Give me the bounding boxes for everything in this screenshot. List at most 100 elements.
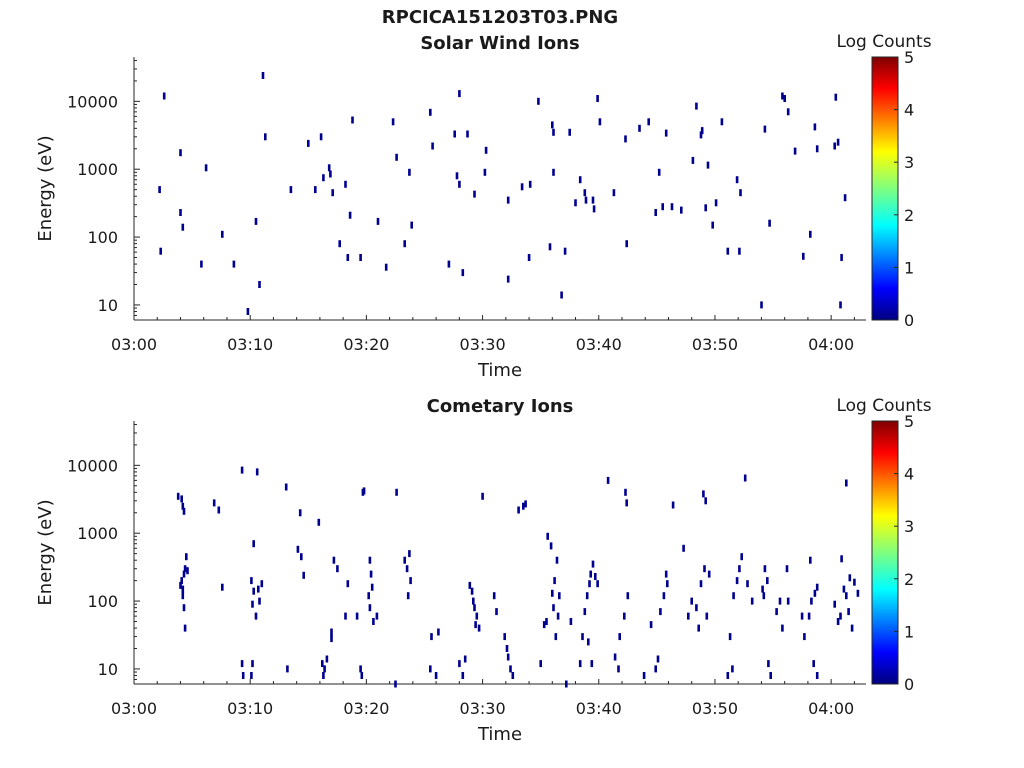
colorbar-tick-label: 3	[904, 517, 914, 536]
data-point	[697, 624, 700, 632]
data-point	[375, 612, 379, 620]
data-point	[463, 655, 467, 663]
data-point	[591, 196, 595, 204]
y-axis-label: Energy (eV)	[35, 499, 56, 605]
data-point	[258, 281, 261, 288]
data-point	[461, 672, 465, 679]
data-point	[545, 618, 548, 625]
data-point	[481, 492, 484, 500]
data-point	[327, 164, 331, 172]
data-point	[179, 149, 182, 157]
data-point	[183, 624, 187, 632]
data-point	[654, 665, 657, 673]
data-point	[840, 254, 843, 261]
data-point	[542, 621, 546, 629]
data-point	[180, 495, 183, 503]
data-point	[738, 565, 741, 573]
data-point	[743, 474, 747, 482]
data-point	[793, 147, 797, 155]
data-point	[331, 189, 334, 197]
data-point	[477, 624, 481, 632]
data-point	[670, 203, 674, 211]
colorbar-tick-label: 2	[904, 570, 914, 589]
data-point	[368, 556, 372, 564]
data-point	[475, 612, 479, 620]
data-point	[574, 199, 577, 207]
data-point	[705, 612, 709, 620]
data-point	[524, 500, 527, 508]
data-point	[403, 240, 406, 248]
data-point	[284, 483, 288, 491]
data-point	[473, 604, 476, 612]
data-point	[815, 145, 819, 153]
data-point	[687, 612, 690, 620]
data-point	[359, 254, 362, 261]
data-point	[847, 608, 850, 616]
data-point	[394, 680, 397, 688]
data-point	[625, 240, 628, 248]
data-point	[286, 665, 289, 673]
data-point	[323, 665, 326, 673]
data-point	[410, 221, 413, 229]
data-point	[431, 142, 434, 150]
data-point	[623, 612, 626, 620]
colorbar-tick-label: 5	[904, 412, 914, 431]
colorbar-tick-label: 1	[904, 258, 914, 277]
data-point	[657, 168, 661, 176]
data-point	[659, 608, 662, 616]
x-axis-label: Time	[477, 724, 522, 745]
data-point	[181, 223, 185, 231]
data-point	[367, 592, 370, 600]
data-point	[252, 587, 255, 595]
x-tick-label: 04:00	[808, 335, 854, 354]
colorbar	[871, 420, 899, 685]
data-point	[556, 612, 560, 620]
data-point	[625, 499, 628, 507]
data-point	[261, 72, 265, 79]
data-point	[517, 506, 520, 514]
data-point	[807, 612, 811, 620]
data-point	[624, 488, 627, 496]
data-point	[775, 608, 778, 616]
x-axis-label: Time	[477, 360, 522, 381]
data-point	[690, 597, 693, 605]
colorbar-tick-label: 1	[904, 622, 914, 641]
data-point	[728, 633, 732, 641]
data-point	[626, 592, 630, 600]
data-point	[649, 621, 653, 629]
data-point	[330, 635, 333, 643]
data-point	[405, 565, 409, 573]
data-point	[458, 90, 461, 98]
data-point	[186, 567, 189, 575]
data-point	[840, 555, 843, 563]
data-point	[217, 506, 221, 514]
data-point	[251, 600, 254, 608]
data-point	[596, 580, 599, 588]
colorbar-label: Log Counts	[836, 396, 931, 416]
data-point	[159, 247, 162, 255]
y-tick-label: 10	[98, 296, 118, 315]
x-tick-label: 04:00	[808, 699, 854, 718]
figure-title: RPCICA151203T03.PNG	[381, 7, 619, 28]
data-point	[221, 583, 224, 591]
data-point	[767, 660, 770, 668]
data-point	[302, 571, 305, 579]
data-point	[254, 217, 258, 225]
data-point	[554, 633, 558, 641]
data-point	[809, 230, 812, 238]
data-point	[833, 600, 836, 608]
data-point	[682, 544, 685, 552]
data-point	[702, 490, 705, 498]
data-point	[453, 130, 456, 138]
data-point	[158, 186, 161, 194]
data-point	[842, 585, 846, 593]
data-point	[472, 597, 475, 605]
data-point	[589, 570, 592, 578]
data-point	[351, 116, 354, 124]
data-point	[558, 592, 561, 600]
data-point	[781, 624, 784, 632]
data-point	[527, 254, 531, 261]
data-point	[182, 507, 186, 515]
data-point	[376, 217, 380, 225]
data-point	[661, 203, 664, 211]
